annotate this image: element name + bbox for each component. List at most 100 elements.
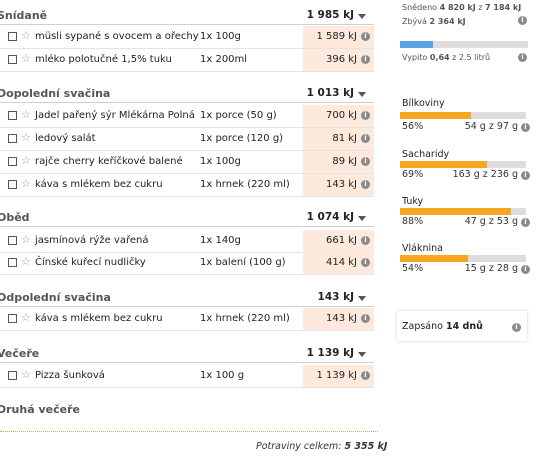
- food-amount[interactable]: 1x balení (100 g): [200, 257, 286, 268]
- chevron-down-icon[interactable]: [358, 216, 366, 221]
- meal-header-dinner[interactable]: Večeře 1 139 kJ: [0, 346, 374, 363]
- nutrient-name: Sacharidy: [402, 149, 450, 160]
- nutrient-pct: 54%: [402, 263, 424, 274]
- food-row: ☆ Jadel pařený sýr Mlékárna Polná 1x por…: [0, 105, 374, 128]
- star-icon[interactable]: ☆: [21, 29, 31, 42]
- water-label: Vypito: [402, 53, 428, 62]
- nutrient-value: 47 g z 53 g: [464, 216, 518, 227]
- star-icon[interactable]: ☆: [21, 233, 31, 246]
- info-icon[interactable]: i: [361, 32, 370, 41]
- eaten-summary: Snědeno 4 820 kJ z 7 184 kJ: [402, 3, 521, 12]
- food-kj-cell: 661 kJ i: [303, 230, 374, 252]
- info-icon[interactable]: i: [512, 323, 521, 332]
- food-name[interactable]: káva s mlékem bez cukru: [35, 179, 163, 190]
- divider: [0, 431, 378, 432]
- food-checkbox[interactable]: [8, 32, 17, 41]
- total-value: 5 355 kJ: [344, 441, 388, 452]
- info-icon[interactable]: i: [521, 171, 530, 180]
- food-amount[interactable]: 1x 100g: [200, 31, 241, 42]
- info-icon[interactable]: i: [361, 371, 370, 380]
- food-checkbox[interactable]: [8, 157, 17, 166]
- star-icon[interactable]: ☆: [21, 177, 31, 190]
- info-icon[interactable]: i: [521, 123, 530, 132]
- food-name[interactable]: mléko polotučné 1,5% tuku: [35, 54, 172, 65]
- nutrient-pct: 56%: [402, 121, 424, 132]
- meal-title: Odpolední svačina: [0, 291, 111, 304]
- info-icon[interactable]: i: [361, 111, 370, 120]
- food-kj-cell: 81 kJ i: [303, 128, 374, 150]
- info-icon[interactable]: i: [361, 314, 370, 323]
- info-icon[interactable]: i: [361, 180, 370, 189]
- recorded-label: Zapsáno: [402, 321, 443, 332]
- food-row: ☆ ledový salát 1x porce (120 g) 81 kJ i: [0, 128, 374, 151]
- meal-kj: 1 013 kJ: [306, 87, 354, 99]
- food-kj-cell: 143 kJ i: [303, 174, 374, 196]
- nutrient-carbs: Sacharidy 69% 163 g z 236 g i: [400, 149, 530, 189]
- food-row: ☆ jasmínová rýže vařená 1x 140g 661 kJ i: [0, 230, 374, 253]
- recorded-value: 14 dnů: [446, 321, 483, 332]
- info-icon[interactable]: i: [361, 258, 370, 267]
- food-checkbox[interactable]: [8, 314, 17, 323]
- food-name[interactable]: rajče cherry keříčkové balené: [35, 156, 183, 167]
- food-checkbox[interactable]: [8, 134, 17, 143]
- food-name[interactable]: káva s mlékem bez cukru: [35, 313, 163, 324]
- star-icon[interactable]: ☆: [21, 131, 31, 144]
- info-icon[interactable]: i: [361, 55, 370, 64]
- left-label: Zbývá: [402, 17, 427, 26]
- star-icon[interactable]: ☆: [21, 311, 31, 324]
- food-kj: 143 kJ: [325, 179, 357, 190]
- nutrient-pct: 88%: [402, 216, 424, 227]
- food-kj-cell: 700 kJ i: [303, 105, 374, 127]
- info-icon[interactable]: i: [518, 16, 527, 25]
- food-kj-cell: 1 139 kJ i: [303, 365, 374, 387]
- food-checkbox[interactable]: [8, 371, 17, 380]
- food-kj-cell: 1 589 kJ i: [303, 26, 374, 48]
- food-amount[interactable]: 1x 100g: [200, 156, 241, 167]
- food-amount[interactable]: 1x 200ml: [200, 54, 248, 65]
- info-icon[interactable]: i: [518, 53, 527, 62]
- chevron-down-icon[interactable]: [358, 296, 366, 301]
- food-name[interactable]: ledový salát: [35, 133, 96, 144]
- food-name[interactable]: müsli sypané s ovocem a ořechy: [35, 31, 199, 42]
- food-amount[interactable]: 1x hrnek (220 ml): [200, 179, 290, 190]
- food-checkbox[interactable]: [8, 180, 17, 189]
- info-icon[interactable]: i: [521, 265, 530, 274]
- chevron-down-icon[interactable]: [358, 92, 366, 97]
- meal-header-afternoon-snack[interactable]: Odpolední svačina 143 kJ: [0, 290, 374, 307]
- chevron-down-icon[interactable]: [358, 352, 366, 357]
- food-name[interactable]: Jadel pařený sýr Mlékárna Polná: [35, 110, 195, 121]
- food-amount[interactable]: 1x hrnek (220 ml): [200, 313, 290, 324]
- food-checkbox[interactable]: [8, 236, 17, 245]
- food-name[interactable]: jasmínová rýže vařená: [35, 235, 149, 246]
- info-icon[interactable]: i: [361, 157, 370, 166]
- food-name[interactable]: Čínské kuřecí nudličky: [35, 257, 146, 268]
- food-amount[interactable]: 1x 140g: [200, 235, 241, 246]
- info-icon[interactable]: i: [361, 134, 370, 143]
- meal-header-lunch[interactable]: Oběd 1 074 kJ: [0, 210, 374, 227]
- star-icon[interactable]: ☆: [21, 108, 31, 121]
- food-name[interactable]: Pizza šunková: [35, 370, 105, 381]
- water-bar-fill: [400, 41, 433, 48]
- info-icon[interactable]: i: [361, 236, 370, 245]
- star-icon[interactable]: ☆: [21, 368, 31, 381]
- eaten-value: 4 820 kJ: [439, 3, 476, 12]
- star-icon[interactable]: ☆: [21, 52, 31, 65]
- meal-kj: 1 985 kJ: [306, 9, 354, 21]
- star-icon[interactable]: ☆: [21, 255, 31, 268]
- info-icon[interactable]: i: [521, 218, 530, 227]
- food-amount[interactable]: 1x porce (50 g): [200, 110, 277, 121]
- meal-header-second-dinner[interactable]: Druhá večeře: [0, 402, 374, 418]
- chevron-down-icon[interactable]: [358, 14, 366, 19]
- food-amount[interactable]: 1x 100 g: [200, 370, 245, 381]
- food-kj: 81 kJ: [332, 133, 357, 144]
- meal-header-breakfast[interactable]: Snídaně 1 985 kJ: [0, 8, 374, 25]
- nutrient-bar: [400, 208, 526, 215]
- star-icon[interactable]: ☆: [21, 154, 31, 167]
- food-checkbox[interactable]: [8, 258, 17, 267]
- food-checkbox[interactable]: [8, 111, 17, 120]
- food-checkbox[interactable]: [8, 55, 17, 64]
- meal-header-morning-snack[interactable]: Dopolední svačina 1 013 kJ: [0, 86, 374, 103]
- food-amount[interactable]: 1x porce (120 g): [200, 133, 284, 144]
- food-kj: 89 kJ: [332, 156, 357, 167]
- nutrient-bar: [400, 255, 526, 262]
